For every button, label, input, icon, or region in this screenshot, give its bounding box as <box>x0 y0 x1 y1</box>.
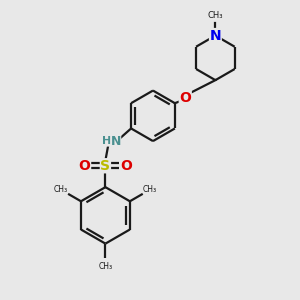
Text: O: O <box>120 159 132 173</box>
Text: CH₃: CH₃ <box>54 185 68 194</box>
Text: N: N <box>210 28 221 43</box>
Text: O: O <box>79 159 91 173</box>
Text: CH₃: CH₃ <box>98 262 112 271</box>
Text: CH₃: CH₃ <box>208 11 223 20</box>
Text: S: S <box>100 159 110 173</box>
Text: O: O <box>179 91 191 105</box>
Text: CH₃: CH₃ <box>143 185 157 194</box>
Text: H: H <box>102 136 112 146</box>
Text: N: N <box>111 135 121 148</box>
